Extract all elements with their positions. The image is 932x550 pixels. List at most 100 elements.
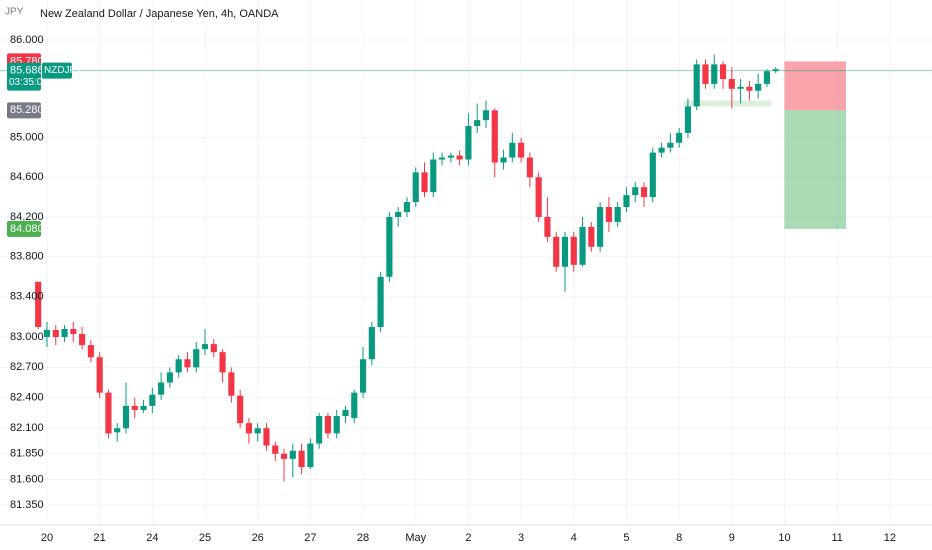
candle-body (570, 236, 577, 265)
candle-body (755, 83, 762, 91)
candle-body (35, 281, 42, 327)
y-tick-label: 83.800 (10, 251, 44, 263)
candle-body (263, 428, 270, 446)
y-tick-label: 82.100 (10, 422, 44, 434)
candle-body (131, 405, 138, 410)
candle-body (676, 132, 683, 143)
candle-body (588, 226, 595, 247)
x-tick-label: 28 (357, 532, 369, 544)
candle-body (447, 155, 454, 158)
y-tick-label: 82.700 (10, 361, 44, 373)
x-tick-label: 24 (146, 532, 158, 544)
candle-body (184, 359, 191, 368)
candle-body (316, 416, 323, 444)
candle-body (684, 106, 691, 133)
y-tick-label: 81.350 (10, 499, 44, 511)
y-tick-label: 86.000 (10, 34, 44, 46)
candle-body (201, 344, 209, 350)
chart-title: New Zealand Dollar / Japanese Yen, 4h, O… (40, 8, 279, 20)
candle-body (193, 349, 200, 368)
candle-body (456, 155, 463, 160)
candle-body (175, 359, 182, 373)
x-tick-label: 27 (304, 532, 316, 544)
countdown: 03:35:04 (9, 77, 48, 88)
candle-body (149, 394, 156, 406)
candle-body (482, 110, 490, 121)
candle-body (667, 142, 674, 148)
support-zone (683, 100, 772, 107)
symbol-label: NZDJPY (44, 65, 83, 76)
candle-body (87, 345, 94, 358)
candle-body (614, 207, 621, 222)
candle-body (746, 86, 753, 91)
candle-body (70, 328, 77, 335)
candle-body (500, 157, 507, 163)
candle-body (386, 216, 393, 277)
candle-body (377, 276, 384, 327)
last-price-label: 85.686 (10, 64, 44, 76)
candle-body (237, 395, 244, 424)
symbol-box (42, 62, 72, 79)
candle-body (693, 64, 700, 107)
candle-body (561, 236, 569, 267)
candle-body (649, 152, 656, 198)
position-target-zone (784, 110, 846, 229)
candle-body (298, 450, 305, 468)
candle-body (79, 334, 86, 346)
currency: JPY (5, 7, 24, 18)
candle-body (526, 157, 533, 178)
target-label-box (7, 220, 41, 237)
candle-body (96, 357, 103, 393)
candle-body (719, 64, 727, 79)
candle-body (623, 195, 630, 208)
candle-body (509, 142, 516, 158)
candle-body (61, 328, 68, 338)
candle-body (351, 392, 358, 419)
candle-body (702, 64, 709, 84)
x-tick-label: 4 (571, 532, 577, 544)
candle-body (254, 428, 261, 434)
candle-body (368, 326, 375, 360)
candle-body (245, 423, 252, 434)
candle-body (465, 126, 472, 160)
candle-body (359, 359, 367, 393)
candle-body (166, 372, 173, 383)
candle-body (140, 405, 147, 410)
candle-body (763, 71, 771, 84)
x-tick-label: 8 (676, 532, 682, 544)
candle-body (105, 392, 112, 434)
candle-body (114, 428, 121, 433)
candle-body (491, 110, 498, 163)
y-tick-label: 81.850 (10, 448, 44, 460)
candle-body (228, 372, 235, 396)
candle-body (579, 226, 586, 265)
candle-body (553, 236, 560, 267)
y-tick-label: 84.200 (10, 211, 44, 223)
candle-body (158, 382, 165, 395)
candle-body (280, 453, 288, 459)
y-tick-label: 84.600 (10, 171, 44, 183)
x-tick-label: 26 (252, 532, 264, 544)
candle-body (324, 416, 332, 434)
y-tick-label: 83.000 (10, 331, 44, 343)
entry-label: 85.280 (10, 104, 44, 116)
y-tick-label: 85.000 (10, 132, 44, 144)
position-stop-zone (784, 61, 846, 111)
candle-body (711, 64, 718, 84)
candle-body (122, 405, 130, 429)
candle-body (52, 329, 59, 338)
x-tick-label: 12 (884, 532, 896, 544)
candle-body (412, 172, 419, 203)
candle-body (307, 443, 314, 468)
candle-body (333, 416, 340, 434)
last-price-box (7, 62, 41, 91)
candle-body (210, 344, 217, 353)
candle-body (518, 142, 525, 158)
candle-body (474, 120, 481, 127)
x-tick-label: 9 (729, 532, 735, 544)
x-tick-label: 5 (623, 532, 629, 544)
y-tick-label: 83.400 (10, 291, 44, 303)
